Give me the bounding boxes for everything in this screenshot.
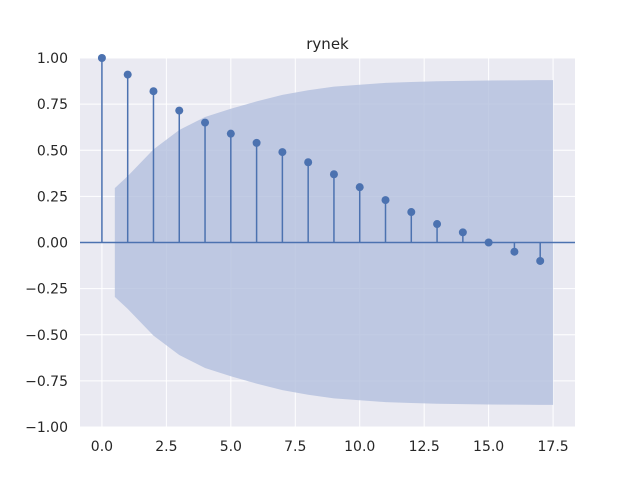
stem-marker [355,183,364,192]
y-tick-label: −0.75 [25,374,68,390]
x-tick-label: 2.5 [155,439,177,455]
chart-title: rynek [306,35,349,53]
stem-marker [381,196,390,205]
stem-marker [175,106,184,115]
stem-series [97,54,545,265]
stem-marker [433,220,442,229]
stem-marker [304,158,313,167]
y-tick-label: −1.00 [25,420,68,436]
y-tick-label: 0.50 [37,143,68,159]
x-tick-label: 10.0 [344,439,375,455]
stem-marker [407,208,416,217]
stem-marker [252,138,261,147]
stem-marker [458,228,467,237]
x-tick-label: 12.5 [409,439,440,455]
stem-marker [226,129,235,138]
stem-marker [149,87,158,96]
y-tick-label: 0.25 [37,189,68,205]
x-tick-label: 15.0 [473,439,504,455]
y-tick-labels: 1.00 0.75 0.50 0.25 0.00 −0.25 −0.50 −0.75 −1.00 [25,51,68,436]
x-tick-label: 17.5 [538,439,569,455]
stem-marker [510,247,519,256]
y-tick-label: 1.00 [37,51,68,67]
stem-marker [484,238,493,247]
stem-marker [536,256,545,265]
x-tick-label: 7.5 [284,439,306,455]
stem-marker [278,148,287,157]
x-tick-label: 0.0 [91,439,113,455]
stem-marker [123,70,132,79]
stem-marker [201,118,210,127]
y-tick-label: −0.25 [25,282,68,298]
stem-marker [97,54,106,62]
x-tick-labels: 0.0 2.5 5.0 7.5 10.0 12.5 15.0 17.5 [91,439,569,455]
stem-marker [329,170,338,179]
y-tick-label: −0.50 [25,328,68,344]
x-tick-label: 5.0 [220,439,242,455]
y-tick-label: 0.00 [37,236,68,252]
y-tick-label: 0.75 [37,97,68,113]
